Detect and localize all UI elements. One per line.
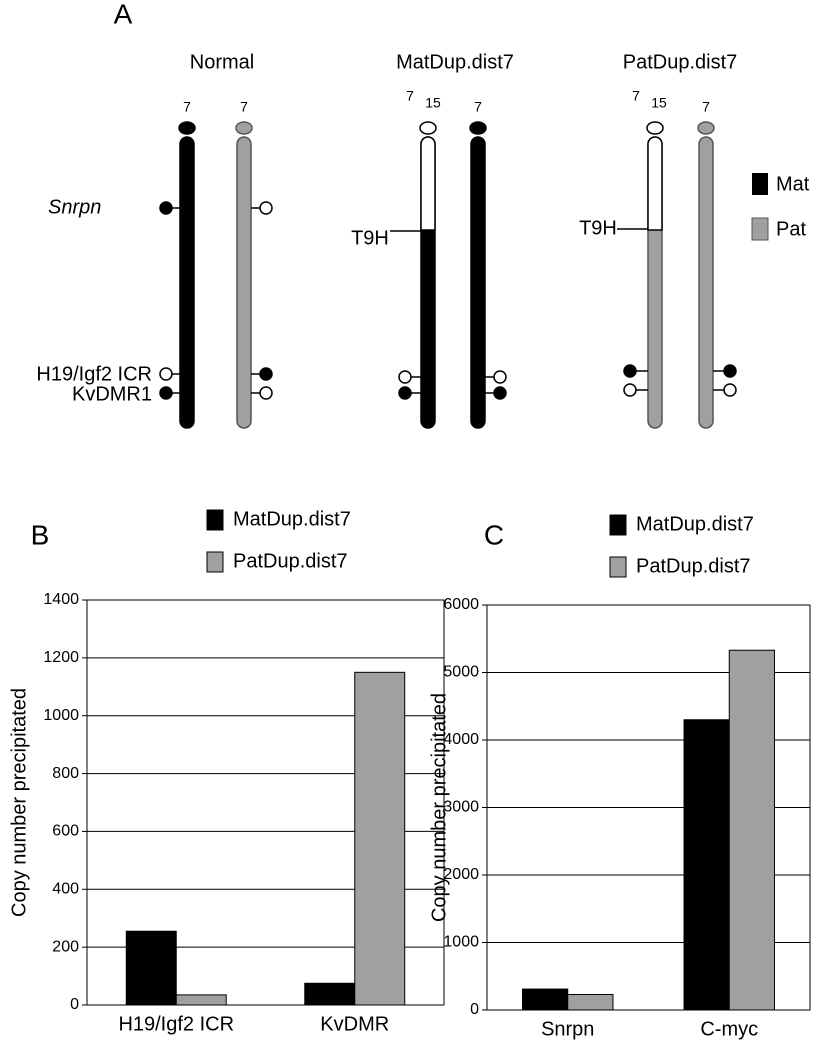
- y-tick-label: 1000: [43, 707, 79, 724]
- centromere: [178, 121, 196, 135]
- chromosome-segment: [647, 136, 663, 231]
- y-tick-label: 1400: [43, 591, 79, 608]
- legend-swatch: [609, 514, 627, 536]
- y-tick-label: 1200: [43, 649, 79, 666]
- legend-swatch: [751, 217, 769, 241]
- locus-label: H19/Igf2 ICR: [36, 363, 152, 385]
- legend-label: MatDup.dist7: [233, 508, 351, 530]
- legend-swatch: [752, 173, 768, 195]
- y-tick-label: 3000: [443, 799, 479, 816]
- x-tick-label: C-myc: [700, 1018, 758, 1040]
- y-tick-label: 0: [70, 996, 79, 1013]
- legend-label: MatDup.dist7: [636, 513, 754, 535]
- x-tick-label: H19/Igf2 ICR: [118, 1013, 234, 1035]
- panel-label: A: [114, 0, 133, 29]
- y-tick-label: 1000: [443, 934, 479, 951]
- y-tick-label: 6000: [443, 596, 479, 613]
- y-tick-label: 2000: [443, 866, 479, 883]
- legend-swatch: [609, 556, 627, 578]
- methylation-marks: [159, 201, 737, 400]
- centromere: [235, 121, 253, 135]
- bar: [522, 988, 569, 1011]
- x-tick-label: Snrpn: [541, 1018, 594, 1040]
- chromosome: [179, 136, 195, 429]
- bar: [683, 719, 730, 1011]
- chromosome-label: 7: [406, 88, 414, 104]
- y-tick-label: 800: [52, 765, 79, 782]
- panel-a: A Normal MatDup.dist7 PatDup.dist7 7 7 7…: [36, 0, 810, 429]
- y-tick-label: 200: [52, 938, 79, 955]
- panel-label: C: [484, 519, 504, 550]
- x-tick-label: KvDMR: [320, 1013, 389, 1035]
- group-title: Normal: [190, 51, 254, 73]
- y-axis-label: Copy number precipitated: [8, 688, 30, 917]
- chromosome-label: 7: [240, 99, 248, 115]
- chromosome: [236, 136, 252, 429]
- bar: [304, 982, 356, 1006]
- chromosome-label: 15: [425, 95, 441, 111]
- chromosome-label: 7: [632, 88, 640, 104]
- breakpoint-label: T9H: [579, 217, 617, 239]
- centromere: [697, 121, 715, 135]
- y-tick-label: 600: [52, 823, 79, 840]
- chromosome-label: 15: [651, 95, 667, 111]
- chart: B Copy number precipitated 0 200 400 600 800 10…: [8, 508, 445, 1035]
- bar: [728, 649, 775, 1011]
- group-title: PatDup.dist7: [623, 51, 738, 73]
- legend-label: Pat: [776, 218, 806, 240]
- chromosome: [698, 136, 714, 429]
- chromosome-label: 7: [474, 99, 482, 115]
- plot-frame: [486, 604, 811, 1011]
- locus-label: Snrpn: [48, 196, 101, 218]
- chromosome-label: 7: [183, 99, 191, 115]
- y-tick-label: 400: [52, 881, 79, 898]
- legend-label: PatDup.dist7: [233, 550, 348, 572]
- centromere: [646, 121, 664, 135]
- legend-swatch: [206, 551, 224, 573]
- locus-label: KvDMR1: [72, 383, 152, 405]
- y-tick-label: 4000: [443, 731, 479, 748]
- group-title: MatDup.dist7: [396, 51, 514, 73]
- centromere: [469, 121, 487, 135]
- chromosome-segment: [420, 136, 436, 231]
- breakpoint-label: T9H: [351, 227, 389, 249]
- chart: C Copy number precipitated 0 1000 2000 3000 40…: [428, 513, 811, 1040]
- legend-label: Mat: [776, 173, 810, 195]
- bar: [567, 993, 614, 1011]
- plot-frame: [86, 599, 445, 1006]
- bar: [125, 930, 177, 1006]
- y-tick-label: 0: [470, 1001, 479, 1018]
- legend-label: PatDup.dist7: [636, 555, 751, 577]
- chromosome-label: 7: [702, 99, 710, 115]
- bar: [354, 671, 406, 1006]
- legend-swatch: [206, 509, 224, 531]
- bar: [175, 994, 227, 1006]
- panel-label: B: [31, 519, 50, 550]
- y-tick-label: 5000: [443, 664, 479, 681]
- chromosome: [470, 136, 486, 429]
- centromere: [419, 121, 437, 135]
- y-axis-label: Copy number precipitated: [428, 693, 450, 922]
